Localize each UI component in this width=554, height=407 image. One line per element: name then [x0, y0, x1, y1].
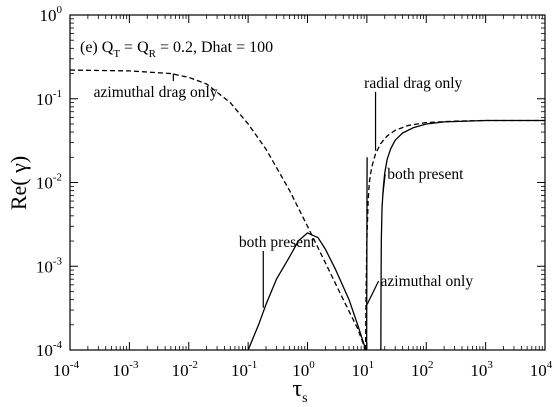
y-axis-label: Re( γ) [6, 156, 31, 210]
y-tick-label: 10-2 [36, 172, 62, 193]
annotation-pointer-both-present-upper [382, 173, 386, 196]
x-tick-label: 101 [352, 359, 375, 380]
x-tick-label: 10-1 [231, 359, 257, 380]
y-tick-label: 100 [40, 4, 63, 25]
title-suffix: = 0.2, Dhat = 100 [156, 39, 273, 56]
y-tick-label: 10-1 [36, 88, 62, 109]
x-tick-label: 103 [470, 359, 493, 380]
title-sub-r: R [149, 48, 157, 60]
series-line-both-present-left [247, 232, 367, 351]
title-prefix: (e) Q [80, 39, 114, 56]
x-axis-label-main: τ [292, 376, 302, 402]
series-line-azimuthal-only [365, 157, 368, 351]
plot-frame [69, 14, 546, 351]
title-mid: = Q [120, 39, 149, 56]
x-tick-label: 102 [411, 359, 434, 380]
panel-title: (e) QT = QR = 0.2, Dhat = 100 [80, 39, 273, 60]
title-sub-t: T [113, 48, 120, 60]
annotation-label-azimuthal-drag-only: azimuthal drag only [94, 84, 218, 101]
annotation-label-both-present-lower: both present [239, 234, 316, 251]
series-line-both-present-right [380, 119, 545, 351]
x-axis-label: τs [292, 376, 307, 406]
annotation-pointer-azimuthal-only [366, 280, 380, 305]
plot-border [69, 14, 546, 351]
annotation-label-radial-drag-only: radial drag only [364, 75, 462, 92]
x-tick-label: 104 [530, 359, 553, 380]
annotation-label-both-present-upper: both present [387, 166, 464, 183]
axis-ticks: 10-4 10-3 10-2 10-1 100 101 102 103 104 10-4 10-3 1… [36, 4, 553, 380]
series [69, 69, 545, 351]
x-tick-label: 10-2 [172, 359, 198, 380]
x-axis-label-sub: s [302, 391, 307, 406]
series-line-radial-drag [364, 119, 545, 351]
y-tick-label: 10-4 [36, 339, 63, 360]
annotation-label-azimuthal-only: azimuthal only [381, 273, 474, 290]
series-line-azimuthal-drag [69, 69, 367, 351]
x-tick-label: 10-3 [112, 359, 139, 380]
x-tick-label: 10-4 [53, 359, 80, 380]
x-tick-label: 100 [292, 359, 315, 380]
annotations: azimuthal drag only radial drag only both … [94, 73, 474, 308]
y-tick-label: 10-3 [36, 255, 63, 276]
